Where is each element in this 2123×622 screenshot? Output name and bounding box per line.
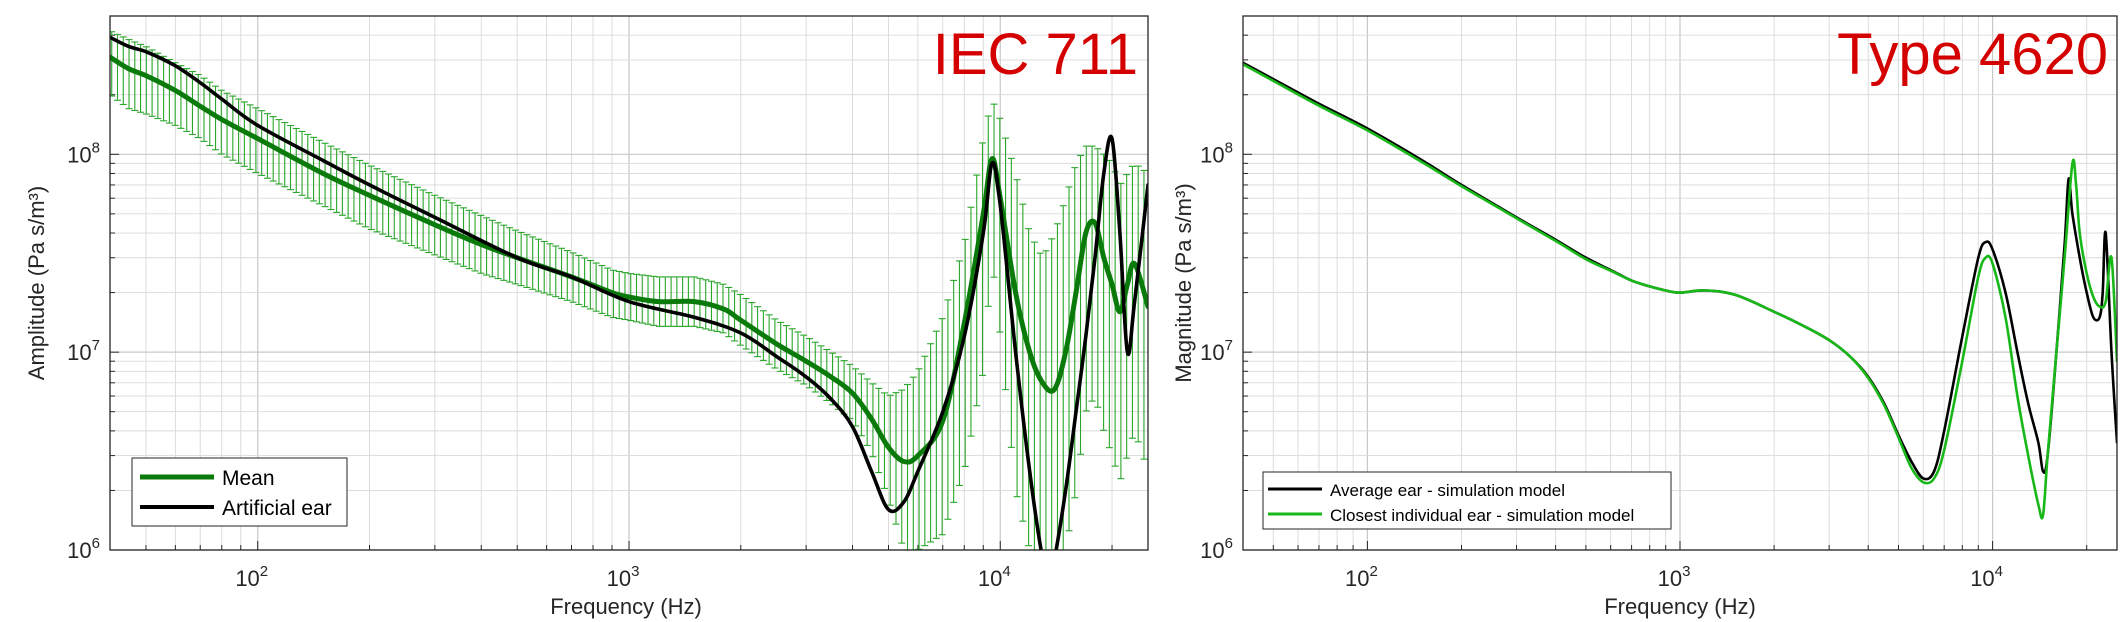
error-bar bbox=[1042, 250, 1050, 550]
y-tick-label: 107 bbox=[67, 337, 100, 365]
error-bars bbox=[110, 31, 1148, 550]
tick-labels: 102 103 104 106 107 108 bbox=[1200, 139, 2003, 591]
tick-labels: 102 103 104 106 107 108 bbox=[67, 139, 1011, 591]
x-tick-label: 104 bbox=[978, 563, 1011, 591]
legend: Average ear - simulation model Closest i… bbox=[1262, 471, 1672, 530]
plot-frame bbox=[109, 15, 1149, 551]
error-bar bbox=[996, 117, 1004, 333]
error-bar bbox=[973, 174, 981, 407]
series-line-mean bbox=[110, 54, 1148, 465]
error-bar bbox=[113, 33, 121, 101]
error-bar bbox=[131, 41, 139, 112]
y-tick-label: 108 bbox=[67, 139, 100, 167]
iec711-chart: 102 103 104 106 107 108 IEC 711 Frequency (Hz… bbox=[24, 15, 1149, 619]
error-bar bbox=[1059, 205, 1067, 550]
error-bar bbox=[142, 46, 150, 115]
error-bar bbox=[1123, 174, 1131, 459]
error-bar bbox=[154, 52, 162, 120]
legend-box bbox=[1262, 471, 1672, 530]
error-bar bbox=[955, 260, 963, 487]
error-bar bbox=[148, 49, 156, 117]
grid bbox=[1242, 15, 2117, 551]
chart-title: IEC 711 bbox=[933, 22, 1138, 87]
legend-label-mean: Mean bbox=[222, 467, 275, 490]
x-tick-label: 104 bbox=[1970, 563, 2003, 591]
series-line-closest bbox=[1243, 63, 2117, 520]
error-bar bbox=[978, 142, 986, 376]
error-bar bbox=[1048, 238, 1056, 550]
error-bar bbox=[950, 279, 958, 503]
error-bar bbox=[1019, 203, 1027, 522]
y-axis-label: Amplitude (Pa s/m³) bbox=[24, 186, 49, 380]
chart-title: Type 4620 bbox=[1837, 22, 2108, 87]
error-bar bbox=[915, 368, 923, 550]
error-bar bbox=[1013, 179, 1021, 498]
legend-label-average: Average ear - simulation model bbox=[1330, 481, 1565, 500]
error-bar bbox=[1094, 148, 1102, 408]
y-tick-label: 108 bbox=[1200, 139, 1233, 167]
error-bar bbox=[984, 115, 992, 307]
plot-frame bbox=[1242, 15, 2118, 551]
error-bar bbox=[1071, 167, 1079, 499]
series-lines bbox=[110, 35, 1148, 550]
error-bar bbox=[1134, 165, 1142, 443]
error-bar bbox=[125, 39, 133, 110]
x-axis-label: Frequency (Hz) bbox=[550, 594, 702, 619]
x-tick-label: 102 bbox=[235, 563, 268, 591]
x-tick-label: 103 bbox=[607, 563, 640, 591]
series-line-artificial bbox=[110, 35, 1148, 550]
error-bar bbox=[137, 43, 145, 113]
error-bar bbox=[160, 55, 168, 122]
legend-box bbox=[131, 457, 348, 527]
legend: Mean Artificial ear bbox=[131, 457, 348, 527]
x-axis-label: Frequency (Hz) bbox=[1604, 594, 1756, 619]
error-bar bbox=[1025, 228, 1033, 547]
error-bar bbox=[1077, 154, 1085, 455]
legend-label-artificial: Artificial ear bbox=[222, 497, 332, 520]
x-tick-label: 102 bbox=[1345, 563, 1378, 591]
y-tick-label: 106 bbox=[67, 535, 100, 563]
error-bar bbox=[990, 103, 998, 278]
legend-label-closest: Closest individual ear - simulation mode… bbox=[1330, 506, 1634, 525]
y-tick-label: 107 bbox=[1200, 337, 1233, 365]
error-bar bbox=[967, 206, 975, 437]
series-lines bbox=[1243, 61, 2117, 520]
y-axis-label: Magnitude (Pa s/m³) bbox=[1171, 183, 1196, 382]
error-bar bbox=[110, 31, 116, 97]
error-bar bbox=[119, 36, 127, 106]
error-bar bbox=[1036, 252, 1044, 550]
error-bar bbox=[904, 383, 912, 550]
x-tick-label: 103 bbox=[1658, 563, 1691, 591]
error-bar bbox=[898, 389, 906, 544]
type4620-chart: 102 103 104 106 107 108 Type 4620 Frequency (… bbox=[1171, 15, 2118, 619]
y-tick-label: 106 bbox=[1200, 535, 1233, 563]
error-bar bbox=[909, 376, 917, 550]
error-bar bbox=[961, 238, 969, 468]
